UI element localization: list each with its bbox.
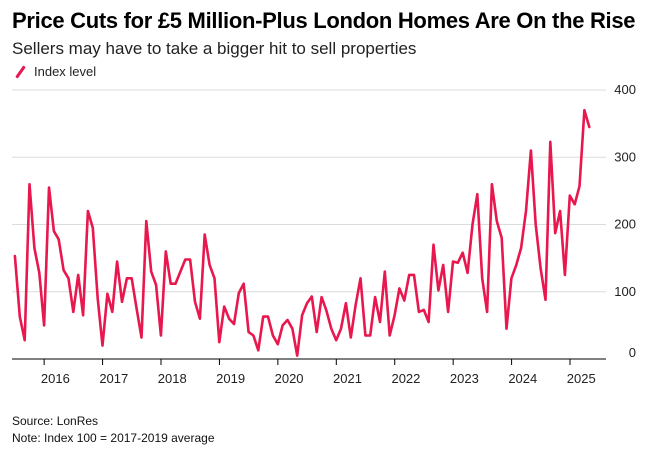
x-tick-label-2022: 2022 — [391, 371, 420, 386]
x-tick-label-2024: 2024 — [508, 371, 537, 386]
x-tick-label-2019: 2019 — [216, 371, 245, 386]
series-line-index-level — [13, 108, 591, 357]
x-tick-label-2023: 2023 — [450, 371, 479, 386]
legend-swatch-icon — [14, 65, 26, 79]
x-tick-label-2021: 2021 — [333, 371, 362, 386]
source-note: Source: LonRes — [12, 414, 99, 428]
index-note: Note: Index 100 = 2017-2019 average — [12, 431, 215, 445]
x-tick-label-2018: 2018 — [158, 371, 187, 386]
y-tick-label-100: 100 — [614, 284, 636, 299]
y-tick-label-0: 0 — [629, 345, 636, 360]
x-tick-label-2020: 2020 — [275, 371, 304, 386]
y-tick-label-300: 300 — [614, 149, 636, 164]
y-tick-label-400: 400 — [614, 82, 636, 97]
chart-title: Price Cuts for £5 Million-Plus London Ho… — [12, 8, 636, 33]
legend-label: Index level — [34, 64, 97, 79]
x-tick-label-2016: 2016 — [41, 371, 70, 386]
x-tick-label-2017: 2017 — [99, 371, 128, 386]
x-tick-label-2025: 2025 — [567, 371, 596, 386]
y-tick-label-200: 200 — [614, 217, 636, 232]
chart-plot: 0 100 200 300 400 2016 2017 2018 2019 2020 2021 202… — [12, 82, 636, 386]
legend: Index level — [14, 64, 96, 79]
chart-subtitle: Sellers may have to take a bigger hit to… — [12, 39, 417, 58]
